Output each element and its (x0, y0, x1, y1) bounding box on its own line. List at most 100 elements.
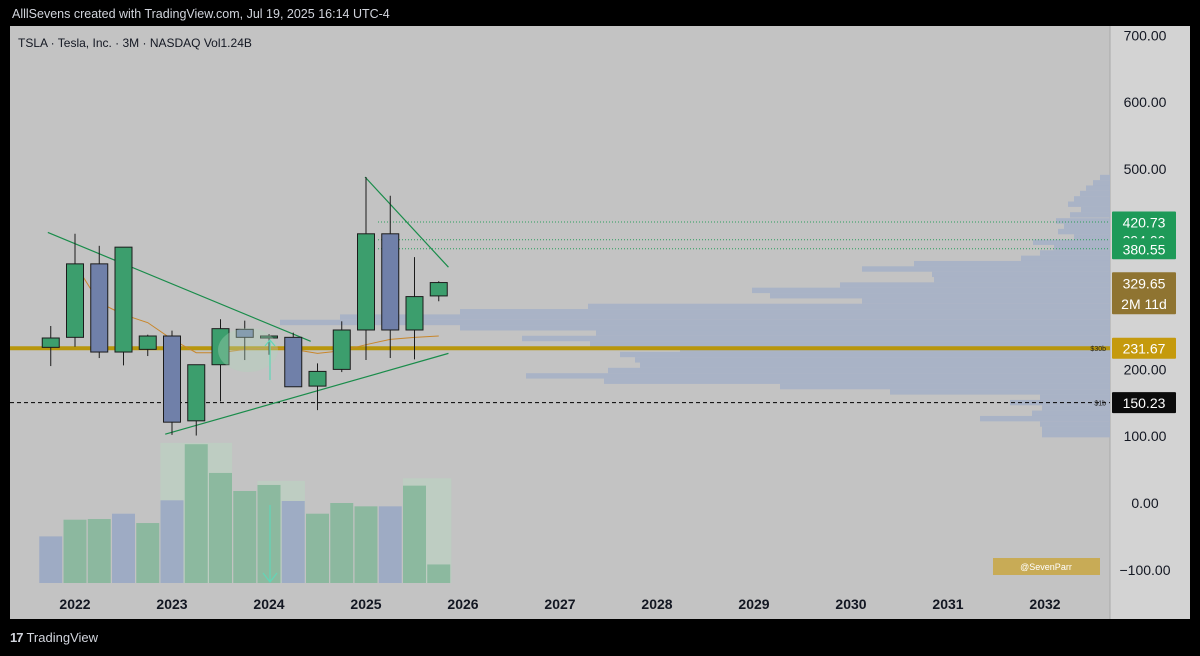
candle[interactable] (308, 363, 327, 411)
price-label[interactable]: 329.65 2M 11d (1112, 272, 1176, 315)
price-label-text: 150.23 (1123, 395, 1166, 411)
candle[interactable] (163, 330, 181, 435)
candle-body (138, 335, 157, 350)
volume-bar (136, 523, 160, 583)
volume-profile-bar (340, 314, 1110, 320)
volume-bar (257, 484, 281, 583)
volume-profile-bar (914, 260, 1110, 267)
candle-body (429, 282, 448, 297)
candle-body (260, 335, 278, 339)
price-label-text: 420.73 (1123, 214, 1166, 230)
y-tick-label: −100.00 (1120, 562, 1171, 578)
price-axis-background (1110, 26, 1190, 619)
volume-bar (63, 519, 87, 583)
volume-bar (184, 444, 208, 583)
volume-profile-bar (980, 415, 1110, 422)
candle[interactable] (41, 325, 60, 367)
volume-profile-bar (640, 362, 1110, 368)
snapshot-attribution: AlllSevens created with TradingView.com,… (12, 7, 390, 21)
price-label[interactable]: 231.67 (1112, 337, 1176, 359)
volume-profile-bar (1040, 394, 1110, 400)
x-tick-label: 2024 (253, 596, 284, 612)
level-tag: $30b (1090, 346, 1106, 353)
candle-body (90, 263, 109, 353)
volume-profile-bar (1080, 190, 1110, 197)
volume-profile-bar (522, 335, 1110, 342)
volume-bar (281, 500, 305, 583)
volume-profile-bar (1054, 244, 1110, 251)
x-tick-label: 2032 (1029, 596, 1060, 612)
candle-body (235, 328, 254, 338)
volume-profile-bar (752, 287, 1110, 294)
candle-body (211, 328, 230, 366)
volume-profile-bar (590, 341, 1110, 347)
volume-profile-bar (770, 293, 1110, 299)
volume-profile-bar (608, 367, 1110, 374)
x-tick-label: 2023 (156, 596, 187, 612)
volume-bar (378, 506, 402, 583)
watermark-text: @SevenParr (1020, 562, 1072, 572)
y-tick-label: 500.00 (1124, 161, 1167, 177)
candle[interactable] (260, 333, 278, 355)
volume-profile-bar (460, 309, 1110, 315)
down-arrow-head-icon (262, 572, 278, 583)
price-label-background (1112, 337, 1176, 359)
price-label[interactable]: 150.23 (1112, 392, 1176, 414)
candle[interactable] (405, 257, 424, 360)
volume-profile-bar (862, 266, 1110, 272)
candle[interactable] (66, 233, 84, 347)
price-label[interactable]: 420.73 (1112, 211, 1176, 233)
volume-bar (160, 500, 184, 583)
volume-bar (39, 536, 63, 583)
volume-profile-bar (526, 373, 1110, 379)
volume-profile-bar (890, 389, 1110, 395)
candle[interactable] (284, 332, 303, 388)
volume-profile-bar (1042, 426, 1110, 433)
candle[interactable] (332, 321, 351, 373)
volume-bar (354, 506, 378, 583)
volume-profile-bar (780, 383, 1110, 390)
candle-body (308, 370, 327, 387)
volume-profile-bar (1086, 185, 1110, 191)
volume-profile-bar (1040, 250, 1110, 256)
candle-body (357, 233, 375, 331)
candle[interactable] (211, 319, 230, 402)
price-label[interactable]: 380.55 (1112, 238, 1176, 260)
candle-body (332, 329, 351, 370)
volume-profile-bar (1033, 239, 1110, 245)
candle[interactable] (90, 245, 109, 359)
candle[interactable] (187, 364, 206, 436)
candle-body (41, 337, 60, 348)
price-label-background (1112, 272, 1176, 315)
volume-profile-bar (1074, 234, 1110, 240)
highlight-circle (218, 328, 278, 372)
volume-profile-bar (840, 282, 1110, 288)
volume-profile-bar (1056, 218, 1110, 224)
candle[interactable] (429, 281, 448, 302)
volume-profile-bar (1100, 174, 1110, 181)
tradingview-brand: TradingView (26, 630, 99, 645)
volume-bar (87, 519, 111, 583)
candle[interactable] (138, 334, 157, 357)
y-tick-label: 700.00 (1124, 27, 1167, 43)
volume-profile-bar (588, 303, 1110, 310)
tradingview-logo-icon: 17 (10, 630, 24, 645)
tradingview-footer[interactable]: 17 TradingView (10, 630, 98, 645)
volume-profile-bar (1070, 212, 1110, 218)
trendline (364, 176, 449, 268)
volume-bar (112, 513, 135, 583)
watermark-background (993, 558, 1100, 575)
candle[interactable] (381, 195, 400, 359)
volume-profile-bar (1032, 410, 1110, 416)
price-label-text: 231.67 (1123, 341, 1166, 357)
trendline (165, 352, 449, 435)
candle[interactable] (114, 246, 133, 366)
candle[interactable] (235, 320, 254, 361)
candle-body (187, 364, 206, 422)
candle[interactable] (357, 177, 375, 361)
volume-profile-bar (1042, 431, 1110, 438)
trendline (47, 231, 311, 342)
volume-profile-bar (596, 330, 1110, 336)
